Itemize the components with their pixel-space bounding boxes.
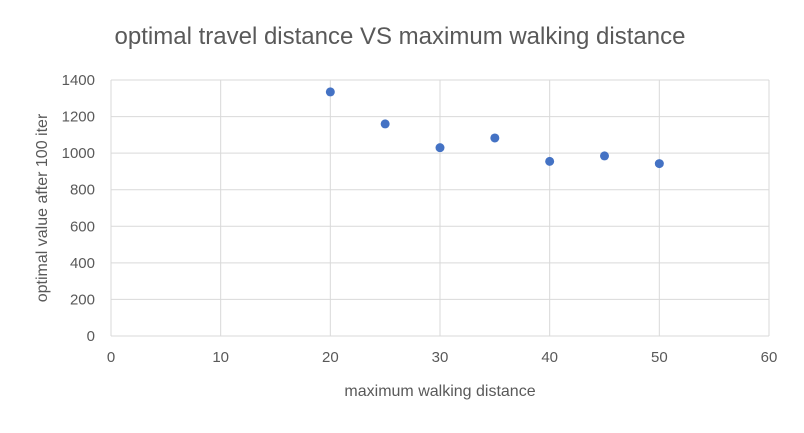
x-tick-label: 0	[107, 349, 115, 366]
x-axis-label: maximum walking distance	[344, 383, 535, 400]
data-point	[325, 87, 335, 97]
x-tick-label: 30	[432, 349, 449, 366]
x-tick-label: 20	[322, 349, 339, 366]
grid-lines	[110, 79, 770, 337]
x-tick-label: 60	[761, 349, 778, 366]
y-tick-label: 1200	[62, 109, 95, 126]
data-points	[325, 87, 664, 169]
data-point	[380, 119, 390, 129]
y-tick-label: 1000	[62, 145, 95, 162]
y-axis-label: optimal value after 100 iter	[34, 113, 51, 302]
data-point	[435, 143, 445, 153]
data-point	[545, 156, 555, 166]
y-tick-label: 600	[70, 218, 95, 235]
x-tick-label: 10	[212, 349, 229, 366]
data-point	[600, 151, 609, 161]
y-tick-label: 0	[87, 328, 95, 345]
y-tick-label: 800	[70, 182, 95, 199]
y-tick-label: 400	[70, 255, 95, 272]
x-tick-label: 50	[651, 349, 668, 366]
x-tick-label: 40	[541, 349, 558, 366]
y-tick-label: 200	[70, 291, 95, 308]
chart-title: optimal travel distance VS maximum walki…	[115, 23, 686, 50]
data-point	[490, 133, 500, 143]
data-point	[654, 159, 664, 169]
y-tick-label: 1400	[62, 72, 95, 89]
